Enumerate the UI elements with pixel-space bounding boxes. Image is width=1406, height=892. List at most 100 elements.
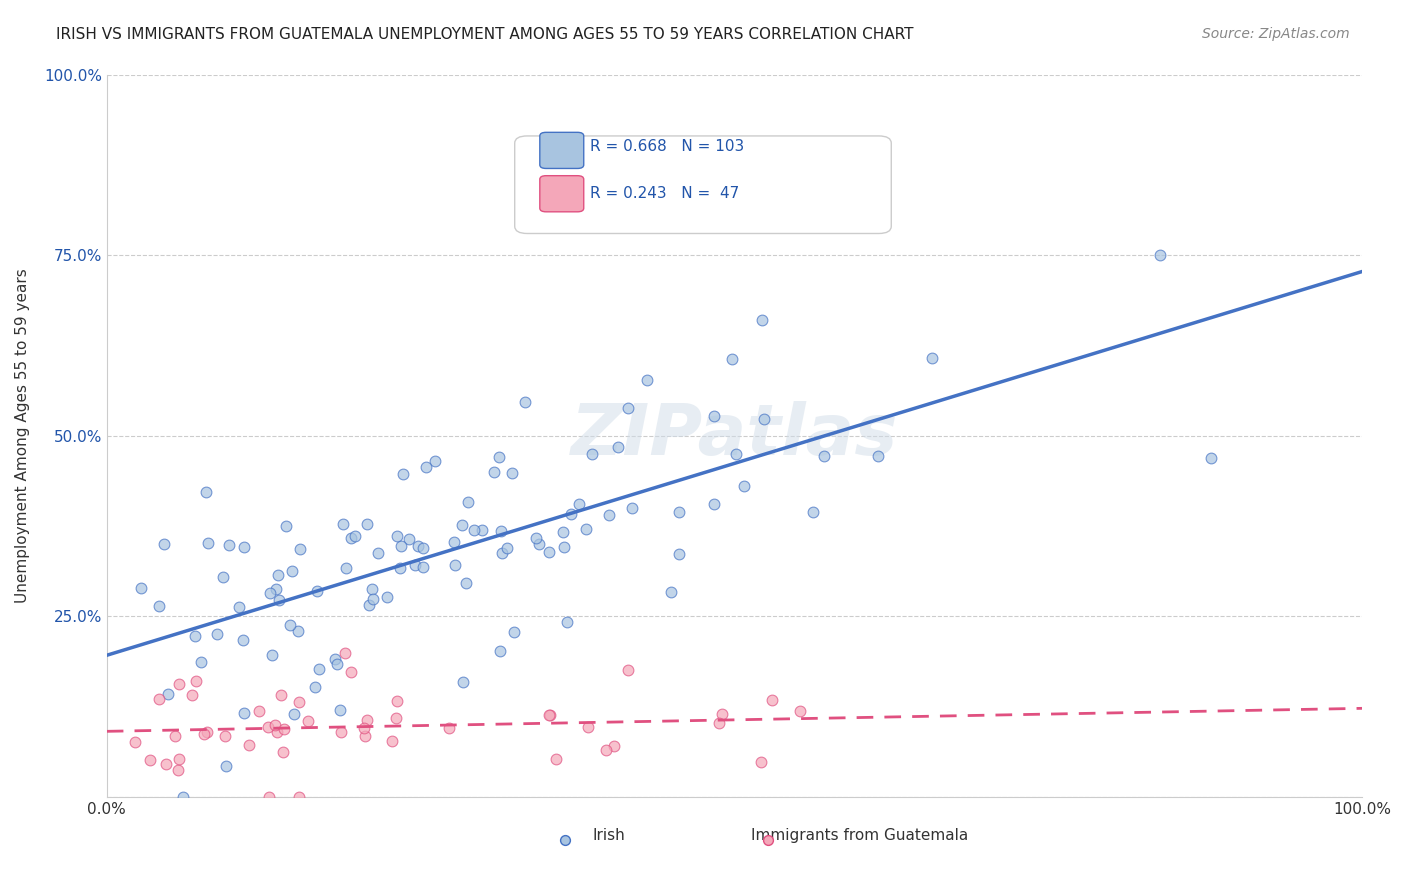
Point [326, 657, 349, 671]
Point [153, 537, 176, 551]
Point [554, 833, 576, 847]
Point [404, 558, 426, 573]
Point [537, 545, 560, 559]
Point [581, 447, 603, 461]
Point [333, 646, 356, 660]
Point [148, 599, 170, 613]
Point [165, 729, 187, 743]
Point [353, 722, 375, 736]
Point [304, 680, 326, 694]
Point [215, 759, 238, 773]
Point [184, 673, 207, 688]
Point [214, 729, 236, 743]
Point [560, 507, 582, 521]
Point [471, 523, 494, 537]
Point [228, 600, 250, 615]
Text: IRISH VS IMMIGRANTS FROM GUATEMALA UNEMPLOYMENT AMONG AGES 55 TO 59 YEARS CORREL: IRISH VS IMMIGRANTS FROM GUATEMALA UNEMP… [56, 27, 914, 42]
Point [356, 713, 378, 727]
Point [212, 570, 235, 584]
Point [451, 518, 474, 533]
FancyBboxPatch shape [540, 176, 583, 211]
Point [271, 745, 294, 759]
Point [274, 519, 297, 533]
Point [761, 693, 783, 707]
Point [339, 531, 361, 545]
Point [155, 757, 177, 772]
Point [305, 583, 328, 598]
Point [297, 714, 319, 728]
Point [595, 743, 617, 757]
Point [921, 351, 943, 365]
Point [385, 529, 408, 543]
Point [340, 665, 363, 679]
Point [197, 536, 219, 550]
Point [375, 590, 398, 604]
Point [751, 313, 773, 327]
Point [703, 497, 725, 511]
Point [367, 546, 389, 560]
Point [335, 561, 357, 575]
Point [262, 648, 284, 662]
Point [389, 561, 412, 575]
Point [332, 517, 354, 532]
Point [389, 539, 412, 553]
Point [576, 720, 599, 734]
Point [256, 720, 278, 734]
Point [489, 524, 512, 539]
Point [537, 708, 560, 723]
Point [181, 688, 204, 702]
FancyBboxPatch shape [540, 132, 583, 169]
Point [138, 753, 160, 767]
Text: R = 0.668   N = 103: R = 0.668 N = 103 [591, 139, 744, 154]
Point [524, 531, 547, 545]
Point [266, 725, 288, 739]
Point [752, 412, 775, 426]
Point [287, 624, 309, 638]
Point [269, 592, 291, 607]
Point [270, 688, 292, 702]
Point [167, 763, 190, 777]
Point [711, 707, 734, 722]
Point [555, 615, 578, 629]
Point [443, 558, 465, 572]
Point [381, 734, 404, 748]
Point [620, 500, 643, 515]
Point [616, 401, 638, 416]
Point [167, 676, 190, 690]
Point [546, 751, 568, 765]
Point [749, 755, 772, 769]
Point [489, 644, 512, 658]
Point [491, 546, 513, 560]
Point [415, 460, 437, 475]
Point [720, 351, 742, 366]
Point [360, 582, 382, 596]
Point [329, 724, 352, 739]
Point [733, 479, 755, 493]
Point [603, 739, 626, 754]
Point [707, 715, 730, 730]
Point [148, 692, 170, 706]
Point [361, 592, 384, 607]
Point [384, 711, 406, 725]
Point [515, 395, 537, 409]
Point [287, 790, 309, 805]
Point [398, 532, 420, 546]
Point [233, 706, 256, 721]
Point [131, 581, 153, 595]
Point [183, 629, 205, 643]
Y-axis label: Unemployment Among Ages 55 to 59 years: Unemployment Among Ages 55 to 59 years [15, 268, 30, 603]
Point [724, 447, 747, 461]
Point [308, 662, 330, 676]
Text: ZIPatlas: ZIPatlas [571, 401, 898, 470]
Point [668, 547, 690, 561]
FancyBboxPatch shape [515, 136, 891, 234]
Point [636, 373, 658, 387]
Point [264, 717, 287, 731]
Point [453, 675, 475, 690]
Point [527, 537, 550, 551]
Point [359, 598, 381, 612]
Point [1199, 451, 1222, 466]
Point [190, 655, 212, 669]
Point [496, 541, 519, 556]
Point [157, 687, 180, 701]
